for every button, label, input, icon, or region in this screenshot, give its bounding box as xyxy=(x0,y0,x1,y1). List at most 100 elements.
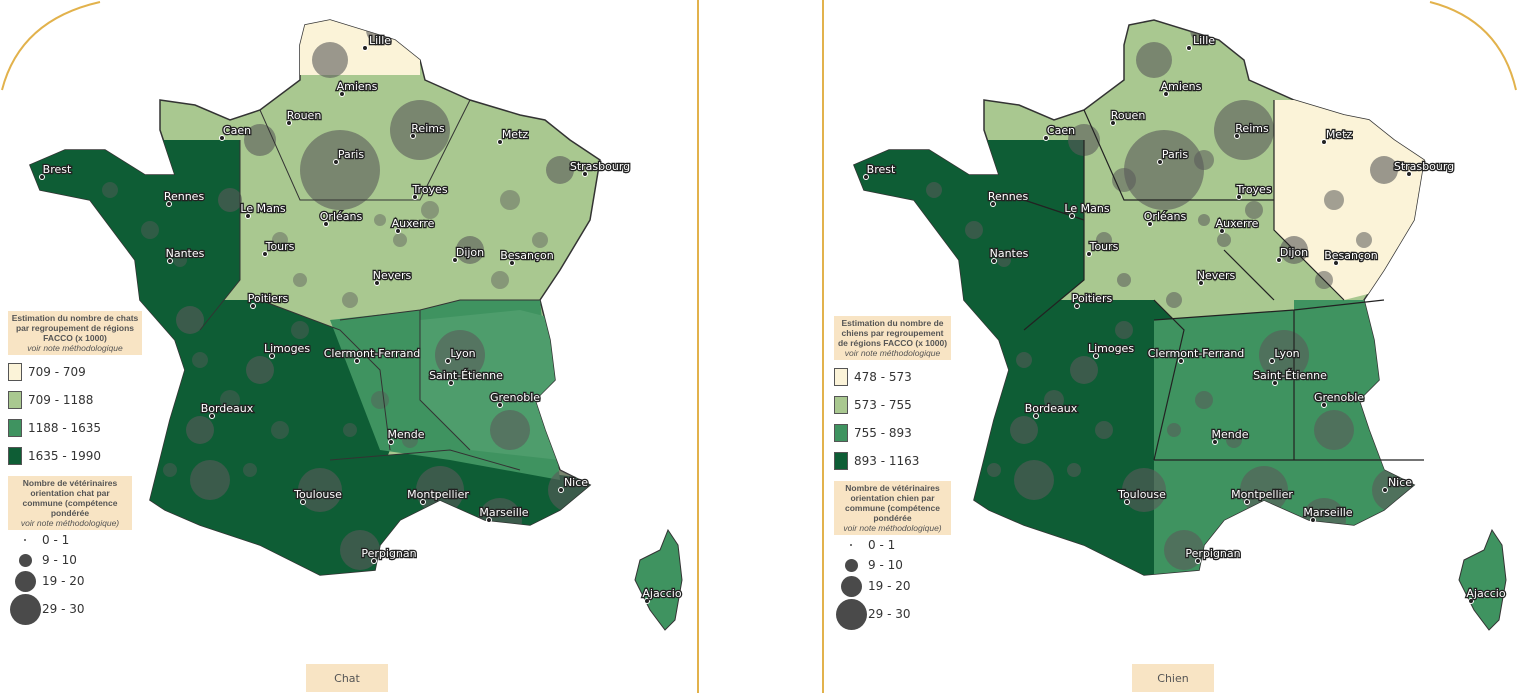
city-dot xyxy=(1382,487,1388,493)
city-label: Reims xyxy=(411,122,445,135)
city-label: Dijon xyxy=(1280,246,1308,259)
size-label: 0 - 1 xyxy=(868,538,896,552)
city-dot xyxy=(1219,228,1225,234)
size-row-3: 19 - 20 xyxy=(834,575,951,597)
city-dot xyxy=(412,194,418,200)
city-label: Marseille xyxy=(479,506,528,519)
city-dot xyxy=(323,221,329,227)
legend-chien: Estimation du nombre de chiens par regro… xyxy=(834,316,951,631)
city-label: Brest xyxy=(43,163,72,176)
city-label: Paris xyxy=(338,148,364,161)
city-label: Orléans xyxy=(1144,210,1187,223)
legend-class-3: 1188 - 1635 xyxy=(8,414,142,442)
city-label: Limoges xyxy=(264,342,310,355)
city-label: Grenoble xyxy=(490,391,540,404)
legend-class-label: 1635 - 1990 xyxy=(28,449,102,463)
city-label: Strasbourg xyxy=(570,160,630,173)
city-labels: Lille Amiens Rouen Caen Reims Metz Paris Strasb… xyxy=(39,33,683,604)
city-dot xyxy=(448,380,454,386)
city-dot xyxy=(1269,358,1275,364)
city-label: Nevers xyxy=(1197,269,1236,282)
legend-class-label: 893 - 1163 xyxy=(854,454,920,468)
city-dot xyxy=(1033,413,1039,419)
corsica xyxy=(634,528,683,631)
city-label: Nantes xyxy=(990,247,1029,260)
size-label: 29 - 30 xyxy=(42,602,85,616)
city-label: Clermont-Ferrand xyxy=(324,347,421,360)
city-label: Strasbourg xyxy=(1394,160,1454,173)
city-dot xyxy=(1178,358,1184,364)
legend-class-label: 709 - 709 xyxy=(28,365,86,379)
city-label: Nantes xyxy=(166,247,205,260)
city-dot xyxy=(1468,598,1474,604)
city-label: Mende xyxy=(1212,428,1249,441)
city-dot xyxy=(558,487,564,493)
city-dot xyxy=(250,303,256,309)
size-row-3: 19 - 20 xyxy=(8,570,142,592)
city-label: Metz xyxy=(1326,128,1353,141)
city-dot xyxy=(388,439,394,445)
city-dot xyxy=(452,257,458,263)
caption-chat: Chat xyxy=(306,664,388,692)
city-label: Auxerre xyxy=(392,217,435,230)
legend-title: Estimation du nombre de chiens par regro… xyxy=(834,316,951,360)
city-label: Perpignan xyxy=(361,547,416,560)
city-dot xyxy=(1333,260,1339,266)
legend-title-text: Estimation du nombre de chiens par regro… xyxy=(837,318,948,348)
city-dot xyxy=(1236,194,1242,200)
size-row-4: 29 - 30 xyxy=(834,597,951,631)
city-label: Ajaccio xyxy=(1466,587,1505,600)
city-label: Limoges xyxy=(1088,342,1134,355)
city-dot xyxy=(509,260,515,266)
legend-class-label: 1188 - 1635 xyxy=(28,421,102,435)
legend-class-1: 478 - 573 xyxy=(834,363,951,391)
city-label: Amiens xyxy=(1161,80,1202,93)
city-label: Besançon xyxy=(1324,249,1378,262)
swatch xyxy=(834,368,848,386)
city-dot xyxy=(1157,159,1163,165)
size-label: 29 - 30 xyxy=(868,607,911,621)
city-dot xyxy=(1093,353,1099,359)
city-label: Orléans xyxy=(320,210,363,223)
city-label: Caen xyxy=(1047,124,1075,137)
caption-chien: Chien xyxy=(1132,664,1214,692)
city-label: Ajaccio xyxy=(642,587,681,600)
city-dot xyxy=(1244,499,1250,505)
city-label: Le Mans xyxy=(1064,202,1109,215)
city-dot xyxy=(1212,439,1218,445)
city-dot xyxy=(410,133,416,139)
size-row-4: 29 - 30 xyxy=(8,592,142,626)
size-label: 0 - 1 xyxy=(42,533,70,547)
city-dot xyxy=(990,201,996,207)
city-label: Montpellier xyxy=(1231,488,1293,501)
size-title-text: Nombre de vétérinaires orientation chien… xyxy=(845,483,940,523)
city-label: Rouen xyxy=(1111,109,1146,122)
legend-note: voir note méthodologique xyxy=(27,343,123,353)
city-dot xyxy=(209,413,215,419)
city-label: Nice xyxy=(564,476,588,489)
city-dot xyxy=(39,174,45,180)
city-dot xyxy=(395,228,401,234)
city-dot xyxy=(991,258,997,264)
city-dot xyxy=(1086,251,1092,257)
city-label: Troyes xyxy=(1235,183,1271,196)
legend-chat: Estimation du nombre de chats par regrou… xyxy=(8,311,142,626)
city-label: Brest xyxy=(867,163,896,176)
city-dot xyxy=(1147,221,1153,227)
city-label: Besançon xyxy=(500,249,554,262)
city-dot xyxy=(1272,380,1278,386)
city-dot xyxy=(300,499,306,505)
city-dot xyxy=(644,598,650,604)
city-label: Saint-Étienne xyxy=(429,369,503,382)
city-label: Lyon xyxy=(1274,347,1299,360)
size-label: 19 - 20 xyxy=(42,574,85,588)
map-chat: Lille Amiens Rouen Caen Reims Metz Paris Strasb… xyxy=(29,19,683,631)
city-dot xyxy=(1198,280,1204,286)
city-dot xyxy=(269,353,275,359)
legend-class-4: 1635 - 1990 xyxy=(8,442,142,470)
size-row-1: 0 - 1 xyxy=(8,530,142,550)
swatch xyxy=(834,396,848,414)
city-dot xyxy=(333,159,339,165)
city-dot xyxy=(167,258,173,264)
